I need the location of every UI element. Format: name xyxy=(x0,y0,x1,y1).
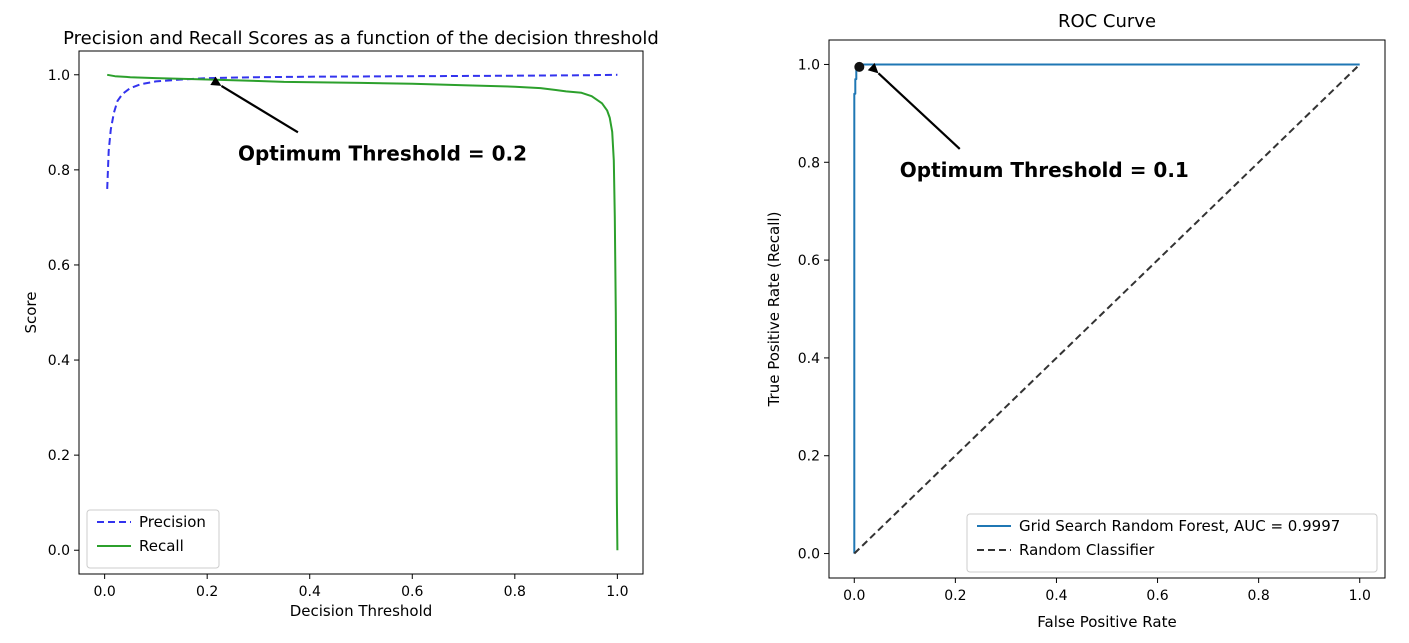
y-axis-label: Score xyxy=(22,291,40,333)
annotation-arrow xyxy=(867,62,961,150)
x-tick-label: 0.8 xyxy=(1248,588,1270,604)
chart-1: Precision and Recall Scores as a functio… xyxy=(22,28,659,620)
x-tick-label: 0.0 xyxy=(94,584,116,600)
x-tick-label: 0.6 xyxy=(1146,588,1168,604)
legend: Grid Search Random Forest, AUC = 0.9997 R… xyxy=(966,513,1378,573)
chart-title: Precision and Recall Scores as a functio… xyxy=(63,28,659,49)
series-line-random-classifier xyxy=(853,63,1361,555)
y-tick-label: 0.8 xyxy=(798,155,820,171)
optimum-point-marker xyxy=(854,61,865,72)
legend-entry: Random Classifier xyxy=(1019,541,1155,559)
y-tick-label: 1.0 xyxy=(48,68,70,84)
y-tick-label: 1.0 xyxy=(798,57,820,73)
x-tick-label: 0.4 xyxy=(299,584,321,600)
y-tick-label: 0.8 xyxy=(48,163,70,179)
y-tick-label: 0.4 xyxy=(798,351,820,367)
legend-box xyxy=(966,513,1378,573)
legend-entry: Precision xyxy=(139,513,206,531)
legend-box xyxy=(86,509,220,569)
plot-frame xyxy=(78,50,644,575)
legend-entry: Recall xyxy=(139,537,184,555)
x-tick-label: 0.8 xyxy=(504,584,526,600)
x-tick-label: 0.2 xyxy=(944,588,966,604)
x-tick-label: 0.2 xyxy=(196,584,218,600)
x-tick-label: 0.4 xyxy=(1045,588,1067,604)
chart-2: ROC Curve 0.0 0.2 0.4 0.6 0.8 1.0 0.0 0.2 0.4 0.6 0… xyxy=(765,11,1386,631)
series-line-precision xyxy=(106,73,618,189)
annotation-text: Optimum Threshold = 0.2 xyxy=(238,141,527,165)
y-tick-label: 0.6 xyxy=(48,258,70,274)
x-axis-label: Decision Threshold xyxy=(290,602,433,620)
x-axis-label: False Positive Rate xyxy=(1037,613,1176,631)
x-tick-label: 0.6 xyxy=(401,584,423,600)
legend-entry: Grid Search Random Forest, AUC = 0.9997 xyxy=(1019,517,1340,535)
y-tick-label: 0.6 xyxy=(798,253,820,269)
y-tick-label: 0.2 xyxy=(48,448,70,464)
x-tick-label: 1.0 xyxy=(606,584,628,600)
annotation-text: Optimum Threshold = 0.1 xyxy=(900,158,1189,182)
y-axis-label: True Positive Rate (Recall) xyxy=(765,212,783,408)
legend: Precision Recall xyxy=(86,509,220,569)
y-tick-label: 0.4 xyxy=(48,353,70,369)
annotation-arrow xyxy=(210,76,299,134)
x-tick-label: 0.0 xyxy=(843,588,865,604)
y-tick-label: 0.0 xyxy=(48,543,70,559)
chart-title: ROC Curve xyxy=(1058,11,1156,32)
x-tick-label: 1.0 xyxy=(1349,588,1371,604)
y-tick-label: 0.0 xyxy=(798,547,820,563)
y-tick-label: 0.2 xyxy=(798,449,820,465)
